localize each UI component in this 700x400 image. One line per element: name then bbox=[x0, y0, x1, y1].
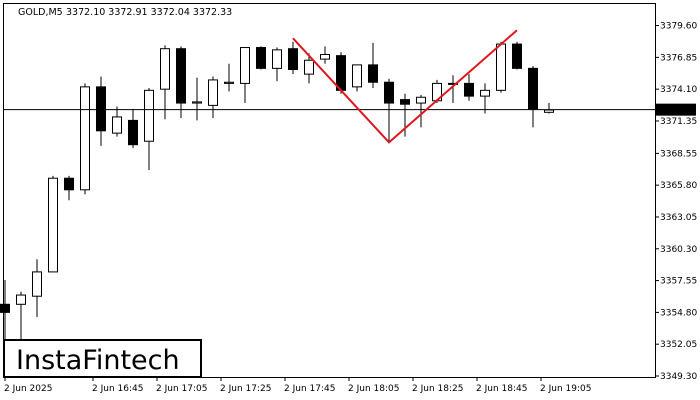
candle bbox=[80, 83, 90, 195]
y-tick-label: 3371.35 bbox=[660, 117, 697, 127]
x-tick-label: 2 Jun 18:45 bbox=[476, 384, 527, 394]
candle-body-bull bbox=[240, 47, 250, 84]
current-price-label: 3372.33 bbox=[658, 106, 695, 116]
candle bbox=[496, 41, 506, 93]
candle bbox=[192, 77, 202, 121]
candle-body-bull bbox=[80, 86, 90, 191]
candle-body-bull bbox=[112, 116, 122, 134]
candle bbox=[256, 46, 266, 70]
candle-body-bear bbox=[128, 119, 138, 146]
y-tick-label: 3365.80 bbox=[660, 181, 697, 191]
logo-box bbox=[3, 339, 202, 378]
y-tick-label: 3376.85 bbox=[660, 53, 697, 63]
candle bbox=[512, 41, 522, 70]
candle-body-bear bbox=[384, 81, 394, 104]
candle-body-bear bbox=[336, 55, 346, 91]
candle-body-bear bbox=[368, 64, 378, 83]
logo-text: InstaFintech bbox=[16, 345, 180, 376]
current-price-badge: 3372.33 bbox=[656, 103, 696, 116]
candle-body-bull bbox=[496, 43, 506, 91]
candle bbox=[272, 47, 282, 82]
x-tick-label: 2 Jun 19:05 bbox=[540, 384, 591, 394]
candle-body-bull bbox=[48, 177, 58, 273]
candle bbox=[448, 75, 458, 104]
candle-body-bull bbox=[144, 89, 154, 142]
candle-body-bull bbox=[320, 53, 330, 60]
candle-body-bull bbox=[272, 49, 282, 69]
y-tick-label: 3349.30 bbox=[660, 372, 697, 382]
y-tick-label: 3374.10 bbox=[660, 85, 697, 95]
y-tick-label: 3352.05 bbox=[660, 340, 697, 350]
candle bbox=[240, 47, 250, 104]
candle bbox=[416, 94, 426, 128]
candle bbox=[320, 46, 330, 64]
y-tick-label: 3354.80 bbox=[660, 308, 697, 318]
candle-body-bull bbox=[352, 64, 362, 88]
x-tick-label: 2 Jun 17:45 bbox=[284, 384, 335, 394]
y-tick-label: 3379.60 bbox=[660, 22, 697, 32]
candle-body-bull bbox=[192, 101, 202, 104]
candle-body-bull bbox=[208, 79, 218, 106]
candle bbox=[48, 175, 58, 273]
x-tick-label: 2 Jun 16:45 bbox=[92, 384, 143, 394]
candle bbox=[528, 66, 538, 128]
candle-body-bear bbox=[288, 48, 298, 71]
candle-body-bear bbox=[0, 303, 10, 313]
candle bbox=[464, 74, 474, 101]
candle-body-bull bbox=[416, 96, 426, 104]
candle bbox=[368, 42, 378, 89]
candle-body-bull bbox=[544, 109, 554, 113]
candle-body-bull bbox=[160, 48, 170, 90]
chart-header-symbol: GOLD,M5 bbox=[18, 7, 63, 18]
candle-body-bear bbox=[96, 86, 106, 132]
time-axis: 2 Jun 2025 2 Jun 16:45 2 Jun 17:05 2 Jun 17… bbox=[4, 377, 591, 394]
candle bbox=[32, 259, 42, 318]
logo: InstaFintech bbox=[3, 339, 202, 378]
candle bbox=[128, 108, 138, 149]
candle bbox=[480, 83, 490, 114]
candle-body-bull bbox=[224, 81, 234, 84]
candle-body-bear bbox=[528, 67, 538, 110]
x-tick-label: 2 Jun 2025 bbox=[4, 384, 52, 394]
y-tick-label: 3363.05 bbox=[660, 213, 697, 223]
candle bbox=[176, 46, 186, 119]
candle bbox=[288, 41, 298, 75]
candle bbox=[64, 175, 74, 201]
double-top-pattern-line bbox=[292, 29, 518, 144]
y-tick-label: 3360.30 bbox=[660, 245, 697, 255]
chart-header-ohlc: 3372.10 3372.91 3372.04 3372.33 bbox=[66, 7, 232, 18]
candle-body-bear bbox=[176, 48, 186, 104]
candle-body-bear bbox=[256, 47, 266, 69]
candle-body-bull bbox=[480, 89, 490, 97]
candle-body-bull bbox=[16, 294, 26, 305]
candle-body-bear bbox=[464, 82, 474, 97]
current-price-badge-bg bbox=[656, 103, 696, 116]
x-tick-label: 2 Jun 18:05 bbox=[348, 384, 399, 394]
candle bbox=[112, 106, 122, 137]
candle-body-bear bbox=[64, 177, 74, 191]
candle-body-bull bbox=[32, 271, 42, 297]
x-tick-label: 2 Jun 18:25 bbox=[412, 384, 463, 394]
candle bbox=[352, 64, 362, 92]
candle bbox=[96, 76, 106, 146]
candle-body-bull bbox=[304, 59, 314, 75]
candle-body-bull bbox=[448, 82, 458, 85]
x-tick-label: 2 Jun 17:05 bbox=[156, 384, 207, 394]
y-tick-label: 3368.55 bbox=[660, 149, 697, 159]
plot-frame bbox=[3, 3, 656, 378]
x-tick-label: 2 Jun 17:25 bbox=[220, 384, 271, 394]
y-tick-label: 3357.55 bbox=[660, 277, 697, 287]
price-axis: 3379.60 3376.85 3374.10 3371.35 3368.55 3365.… bbox=[655, 22, 697, 382]
candle bbox=[224, 63, 234, 92]
candle bbox=[304, 53, 314, 84]
candle-body-bear bbox=[512, 43, 522, 69]
candle bbox=[160, 45, 170, 120]
candle bbox=[144, 88, 154, 171]
candle bbox=[208, 76, 218, 119]
candle bbox=[16, 291, 26, 344]
candle-body-bear bbox=[400, 99, 410, 105]
candle bbox=[384, 78, 394, 143]
